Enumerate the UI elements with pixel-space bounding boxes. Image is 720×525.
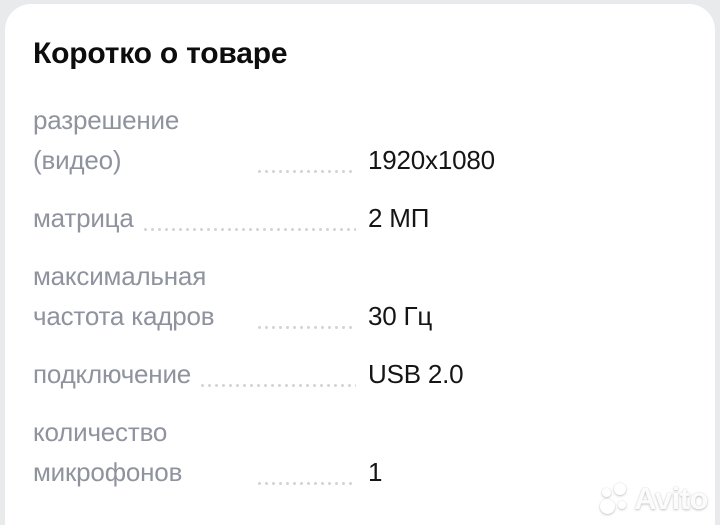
spec-row-resolution: разрешение (видео) 1920x1080 [33, 100, 687, 180]
spec-label: максимальная частота кадров [33, 261, 215, 331]
spec-value: 2 МП [368, 203, 430, 233]
card-title: Коротко о товаре [33, 37, 288, 70]
dotted-leader [201, 384, 356, 387]
spec-left: разрешение (видео) [33, 100, 358, 180]
spec-label: матрица [33, 203, 134, 233]
spec-value: 30 Гц [368, 301, 433, 331]
spec-left: подключение [33, 354, 358, 394]
spec-list: разрешение (видео) 1920x1080 матрица 2 М… [33, 100, 687, 492]
spec-value: 1920x1080 [368, 145, 495, 175]
spec-row-connection: подключение USB 2.0 [33, 354, 687, 394]
dotted-leader [258, 482, 356, 485]
spec-value: 1 [368, 457, 383, 487]
dotted-leader [258, 326, 356, 329]
spec-left: матрица [33, 198, 358, 238]
spec-row-matrix: матрица 2 МП [33, 198, 687, 238]
spec-left: максимальная частота кадров [33, 256, 358, 336]
spec-value: USB 2.0 [368, 359, 464, 389]
spec-row-framerate: максимальная частота кадров 30 Гц [33, 256, 687, 336]
dotted-leader [258, 170, 356, 173]
spec-label: разрешение (видео) [33, 105, 180, 175]
dotted-leader [143, 228, 356, 231]
spec-label: количество микрофонов [33, 417, 183, 487]
spec-row-microphones: количество микрофонов 1 [33, 412, 687, 492]
spec-label: подключение [33, 359, 192, 389]
spec-left: количество микрофонов [33, 412, 358, 492]
product-summary-card: Коротко о товаре разрешение (видео) 1920… [5, 4, 715, 525]
